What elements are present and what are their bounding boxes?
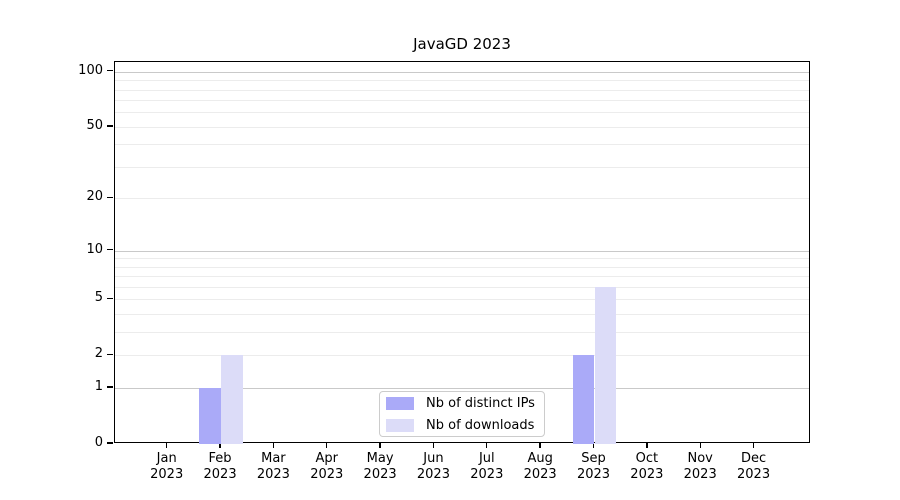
y-axis-tick: [107, 125, 113, 127]
chart-title: JavaGD 2023: [413, 35, 511, 53]
y-axis-tick-label: 1: [94, 379, 103, 395]
gridline-minor: [115, 167, 809, 169]
gridline-major: [115, 250, 809, 252]
y-axis-tick-label: 2: [94, 346, 103, 362]
x-tick-month: May: [366, 451, 394, 466]
x-axis-tick-label: Feb 2023: [188, 451, 252, 483]
legend-item: Nb of downloads: [386, 416, 538, 434]
x-axis-tick-label: Dec 2023: [722, 451, 786, 483]
y-axis-tick: [107, 442, 113, 444]
gridline-minor: [115, 287, 809, 289]
y-axis-tick-label: 50: [86, 117, 103, 133]
x-axis-tick: [699, 443, 701, 448]
x-axis-tick-label: Nov 2023: [668, 451, 732, 483]
y-axis-tick: [107, 196, 113, 199]
x-axis-tick: [219, 443, 221, 448]
gridline-minor: [115, 198, 809, 200]
x-axis-tick: [592, 443, 595, 448]
y-axis-tick-label: 5: [94, 290, 103, 306]
gridline-minor: [115, 100, 809, 102]
legend: Nb of distinct IPs Nb of downloads: [379, 391, 545, 437]
bar-nb-of-downloads-feb-2023: [221, 355, 243, 444]
x-tick-year: 2023: [630, 467, 664, 482]
x-axis-tick-label: May 2023: [348, 451, 412, 483]
x-axis-tick-label: Jan 2023: [135, 451, 199, 483]
y-axis-tick: [107, 297, 113, 300]
x-tick-month: Jun: [423, 451, 444, 466]
x-tick-month: Sep: [581, 451, 606, 466]
legend-swatch: [386, 396, 414, 410]
x-tick-year: 2023: [470, 467, 504, 482]
x-axis-tick: [752, 443, 755, 448]
gridline-minor: [115, 332, 809, 334]
x-axis-tick: [379, 443, 381, 448]
gridline-major: [115, 388, 809, 390]
gridline-minor: [115, 314, 809, 316]
x-axis-tick: [539, 443, 541, 448]
x-tick-year: 2023: [363, 467, 397, 482]
x-tick-year: 2023: [256, 467, 290, 482]
x-axis-tick: [646, 443, 648, 448]
x-axis-tick: [166, 443, 168, 448]
y-axis-tick-label: 0: [94, 435, 103, 450]
gridline-minor: [115, 266, 809, 268]
y-axis-tick: [107, 70, 113, 72]
gridline-minor: [115, 144, 809, 146]
x-axis-tick-label: Jun 2023: [401, 451, 465, 483]
gridline-minor: [115, 276, 809, 278]
y-axis-tick-label: 20: [86, 189, 103, 205]
gridline-minor: [115, 355, 809, 357]
x-axis-tick-label: Jul 2023: [455, 451, 519, 483]
bar-nb-of-distinct-ips-sep-2023: [572, 355, 595, 444]
legend-label: Nb of distinct IPs: [426, 395, 535, 411]
y-axis-tick-label: 10: [86, 241, 103, 257]
x-tick-year: 2023: [310, 467, 344, 482]
gridline-minor: [115, 258, 809, 260]
gridline-minor: [115, 112, 809, 114]
x-tick-month: Aug: [527, 451, 553, 466]
x-tick-year: 2023: [576, 467, 611, 482]
x-axis-tick-label: Aug 2023: [508, 451, 572, 483]
bar-nb-of-distinct-ips-feb-2023: [199, 388, 222, 444]
x-tick-year: 2023: [523, 467, 557, 482]
legend-item: Nb of distinct IPs: [386, 394, 538, 412]
x-tick-month: Apr: [315, 451, 339, 466]
x-tick-month: Nov: [687, 451, 713, 466]
x-axis-tick: [432, 443, 435, 448]
y-axis-tick: [107, 386, 113, 388]
x-axis-tick: [326, 443, 328, 448]
x-tick-year: 2023: [150, 467, 184, 482]
y-axis-tick-label: 100: [78, 62, 103, 78]
y-axis-tick: [107, 248, 113, 251]
bar-nb-of-downloads-sep-2023: [594, 287, 617, 444]
legend-swatch: [386, 418, 414, 432]
x-axis-tick-label: Apr 2023: [295, 451, 359, 483]
x-axis-tick-label: Oct 2023: [615, 451, 679, 483]
x-axis-tick: [272, 443, 275, 448]
x-tick-year: 2023: [203, 467, 237, 482]
legend-label: Nb of downloads: [426, 417, 535, 433]
x-tick-year: 2023: [683, 467, 717, 482]
gridline-minor: [115, 126, 809, 128]
x-axis-tick-label: Mar 2023: [241, 451, 305, 483]
gridline-minor: [115, 299, 809, 301]
gridline-major: [115, 71, 809, 73]
x-tick-month: Mar: [261, 451, 286, 466]
y-axis-tick: [107, 353, 113, 356]
x-axis-tick: [486, 443, 488, 448]
gridline-minor: [115, 89, 809, 91]
x-tick-year: 2023: [737, 467, 771, 482]
x-tick-year: 2023: [416, 467, 450, 482]
x-tick-month: Oct: [635, 451, 659, 466]
x-axis-tick-label: Sep 2023: [562, 451, 626, 483]
x-tick-month: Feb: [208, 451, 232, 466]
x-tick-month: Jan: [156, 451, 177, 466]
gridline-minor: [115, 80, 809, 82]
x-tick-month: Jul: [478, 451, 495, 466]
x-tick-month: Dec: [740, 451, 767, 466]
plot-area: [114, 61, 810, 444]
